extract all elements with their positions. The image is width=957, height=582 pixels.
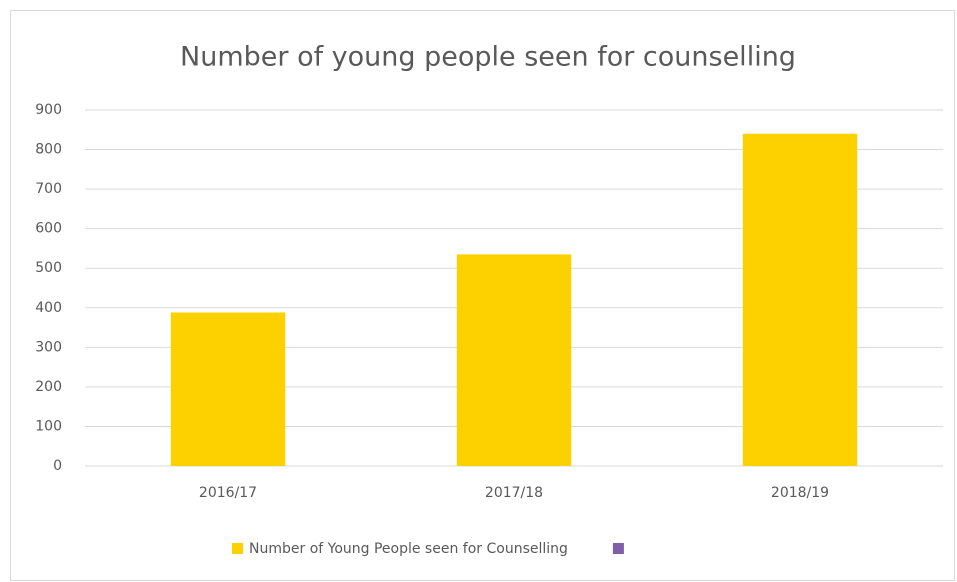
x-tick-label: 2018/19 xyxy=(771,485,829,501)
bar xyxy=(742,133,858,466)
y-tick-label: 500 xyxy=(35,260,62,276)
y-tick-label: 400 xyxy=(35,300,62,316)
y-tick-label: 100 xyxy=(35,418,62,434)
y-tick-label: 900 xyxy=(35,102,62,118)
x-tick-label: 2017/18 xyxy=(485,485,543,501)
y-tick-label: 600 xyxy=(35,221,62,237)
legend-swatch xyxy=(612,543,624,554)
y-tick-label: 0 xyxy=(53,458,62,474)
bar xyxy=(170,312,286,466)
legend-label: Number of Young People seen for Counsell… xyxy=(249,541,568,557)
x-tick-label: 2016/17 xyxy=(199,485,257,501)
bar xyxy=(456,254,572,466)
legend-swatch xyxy=(232,543,243,554)
y-tick-label: 800 xyxy=(35,142,62,158)
y-tick-label: 700 xyxy=(35,181,62,197)
y-tick-label: 200 xyxy=(35,379,62,395)
y-tick-label: 300 xyxy=(35,339,62,355)
chart-title: Number of young people seen for counsell… xyxy=(180,42,796,73)
